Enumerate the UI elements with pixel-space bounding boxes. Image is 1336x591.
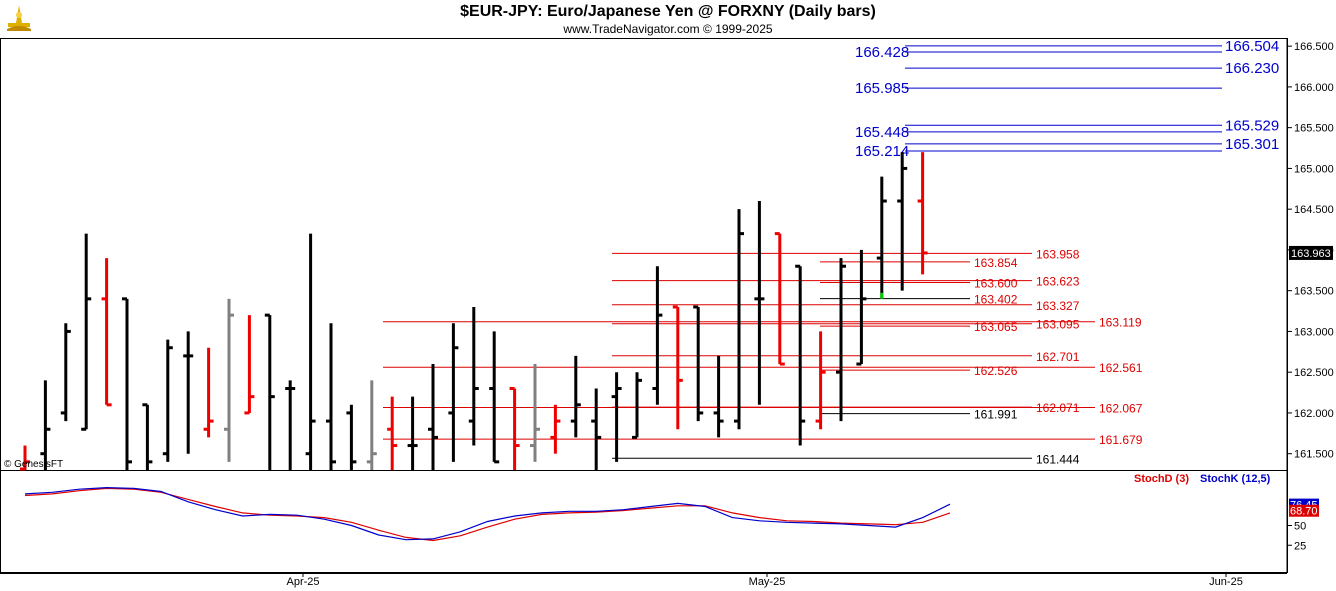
last-price-box — [1289, 245, 1333, 260]
level-label: 163.095 — [1036, 318, 1080, 332]
level-label: 163.065 — [974, 320, 1018, 334]
level-label: 162.701 — [1036, 350, 1080, 364]
level-label: 163.327 — [1036, 299, 1080, 313]
chart-subtitle: www.TradeNavigator.com © 1999-2025 — [563, 22, 773, 36]
level-label: 161.679 — [1099, 433, 1143, 447]
genesis-logo-icon — [7, 5, 31, 31]
level-label: 165.985 — [855, 80, 909, 97]
chart-frame — [0, 38, 1336, 574]
stochD-line — [24, 487, 951, 542]
level-label: 163.958 — [1036, 247, 1080, 261]
stochK-line — [24, 486, 951, 541]
price-tick-label: 166.500 — [1294, 41, 1334, 53]
level-label: 166.504 — [1225, 38, 1279, 55]
price-levels: 166.504 166.428 166.230 165.985 165.529 165.4… — [383, 38, 1279, 466]
watermark: © GenesisFT — [4, 459, 63, 470]
level-label: 165.448 — [855, 124, 909, 141]
stochD-value-box — [1289, 504, 1319, 517]
stoch-tick-label: 25 — [1294, 540, 1306, 552]
level-label: 162.071 — [1036, 401, 1080, 415]
price-tick-label: 165.500 — [1294, 123, 1334, 135]
time-label: May-25 — [749, 576, 786, 588]
level-label: 162.067 — [1099, 401, 1143, 415]
price-bars — [20, 152, 928, 471]
price-tick-label: 166.000 — [1294, 82, 1334, 94]
stochK-legend: StochK (12,5) — [1200, 473, 1271, 485]
price-pane — [0, 38, 1288, 471]
level-label: 165.214 — [855, 143, 909, 160]
level-label: 166.428 — [855, 44, 909, 61]
chart-header: $EUR-JPY: Euro/Japanese Yen @ FORXNY (Da… — [0, 0, 1336, 38]
level-label: 162.561 — [1099, 361, 1143, 375]
level-label: 163.854 — [974, 256, 1018, 270]
stochD-legend: StochD (3) — [1134, 473, 1189, 485]
price-tick-label: 164.500 — [1294, 204, 1334, 216]
level-label: 165.529 — [1225, 117, 1279, 134]
level-label: 163.623 — [1036, 275, 1080, 289]
price-tick-label: 163.000 — [1294, 326, 1334, 338]
level-label: 163.402 — [974, 293, 1018, 307]
price-tick-label: 163.500 — [1294, 286, 1334, 298]
stochastic-panel: StochD (3)StochK (12,5)502576.4568.70 — [24, 473, 1319, 552]
time-label: Jun-25 — [1209, 576, 1243, 588]
time-label: Apr-25 — [286, 576, 319, 588]
price-tick-label: 165.000 — [1294, 163, 1334, 175]
price-axis: 161.500162.000162.500163.000163.500164.0… — [1287, 41, 1334, 461]
level-label: 163.600 — [974, 277, 1018, 291]
price-tick-label: 162.000 — [1294, 408, 1334, 420]
level-label: 165.301 — [1225, 136, 1279, 153]
level-label: 162.526 — [974, 364, 1018, 378]
last-price-label: 163.963 — [1291, 248, 1331, 260]
level-label: 166.230 — [1225, 60, 1279, 77]
chart-title: $EUR-JPY: Euro/Japanese Yen @ FORXNY (Da… — [460, 3, 876, 20]
price-tick-label: 162.500 — [1294, 367, 1334, 379]
level-label: 163.119 — [1099, 316, 1142, 330]
time-axis: Apr-25 May-25 Jun-25 — [286, 573, 1243, 588]
level-label: 161.991 — [974, 408, 1018, 422]
stochD-value: 68.70 — [1290, 506, 1318, 518]
stoch-tick-label: 50 — [1294, 521, 1306, 533]
axis-pane — [1287, 38, 1336, 573]
stochastic-pane — [0, 470, 1288, 573]
price-tick-label: 161.500 — [1294, 449, 1334, 461]
level-label: 161.444 — [1036, 452, 1080, 466]
